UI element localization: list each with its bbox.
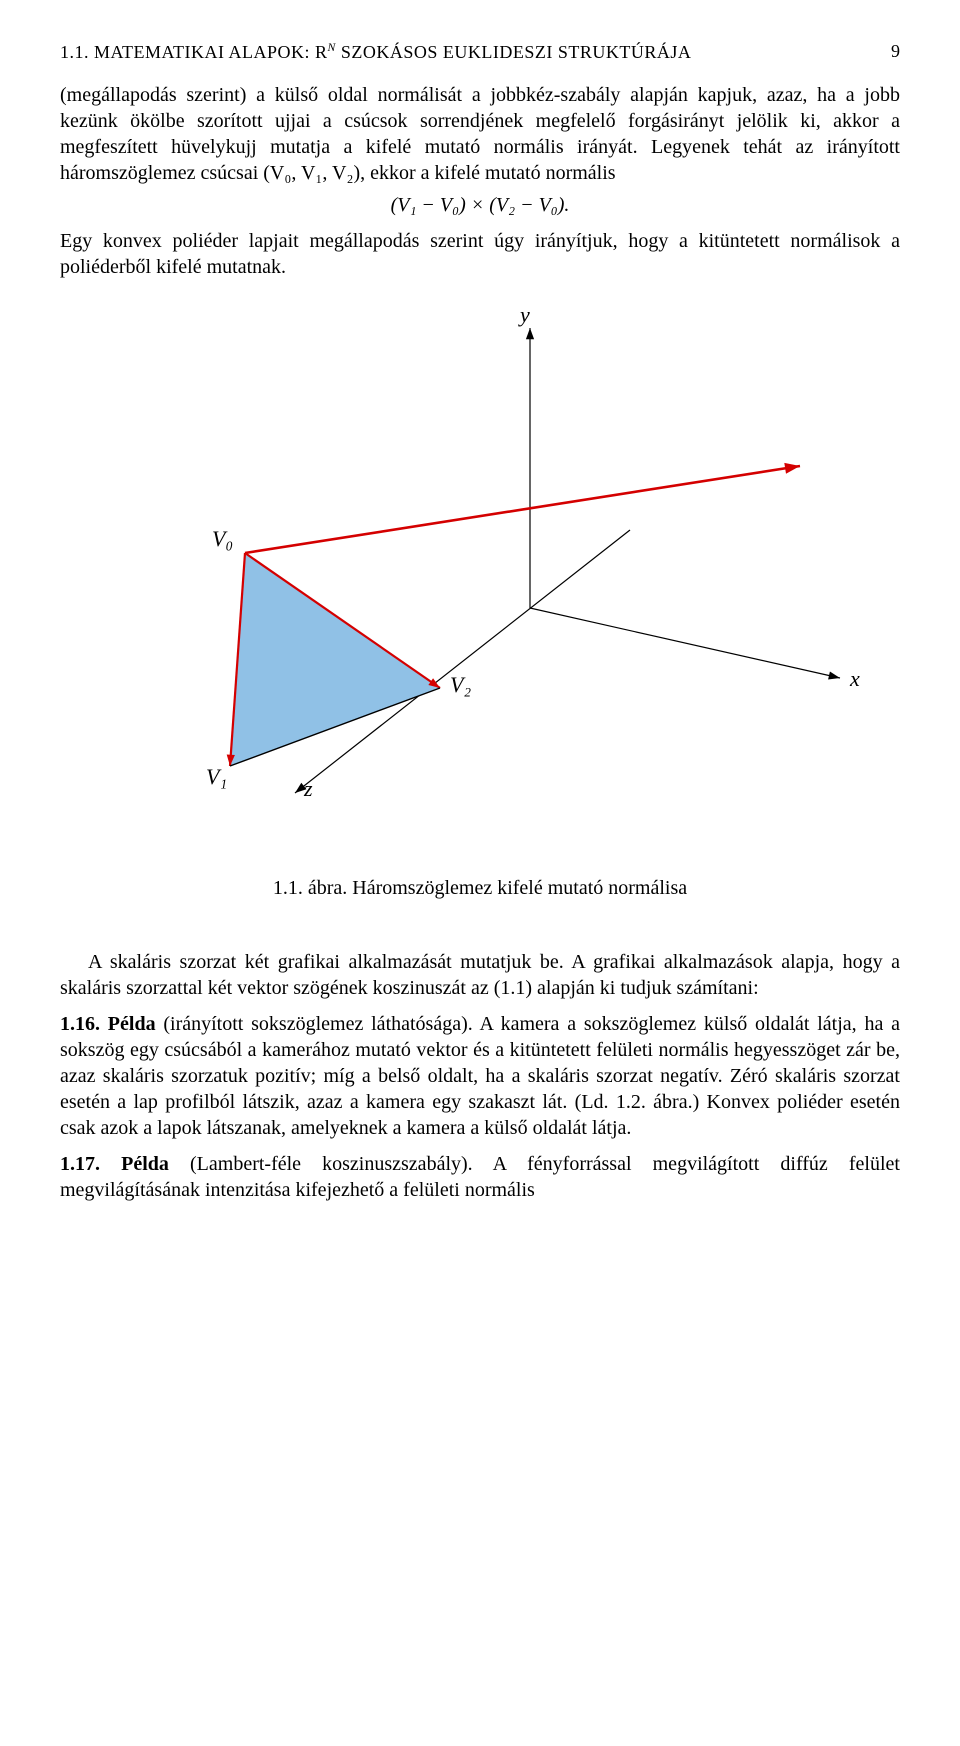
svg-text:z: z <box>303 776 313 801</box>
svg-text:x: x <box>849 666 860 691</box>
example-1-17-title: (Lambert-féle koszinuszszabály). <box>169 1153 493 1175</box>
figure-caption: 1.1. ábra. Háromszöglemez kifelé mutató … <box>60 875 900 901</box>
figure-1-1: x y z V₀ V₁ V₂ <box>60 298 900 865</box>
paragraph-2: Egy konvex poliéder lapjait megállapodás… <box>60 228 900 280</box>
paragraph-3: A skaláris szorzat két grafikai alkalmaz… <box>60 949 900 1001</box>
example-1-17-head: 1.17. Példa <box>60 1153 169 1175</box>
header-left-tail: SZOKÁSOS EUKLIDESZI STRUKTÚRÁJA <box>336 42 692 62</box>
example-1-16-title: (irányított sokszöglemez láthatósága). <box>156 1013 480 1035</box>
header-left-sup: N <box>328 41 336 54</box>
paragraph-1: (megállapodás szerint) a külső oldal nor… <box>60 82 900 186</box>
example-1-16-head: 1.16. Példa <box>60 1013 156 1035</box>
running-header-left: 1.1. MATEMATIKAI ALAPOK: RN SZOKÁSOS EUK… <box>60 40 691 64</box>
svg-text:y: y <box>518 302 530 327</box>
example-1-16: 1.16. Példa (irányított sokszöglemez lát… <box>60 1011 900 1141</box>
figure-svg: x y z V₀ V₁ V₂ <box>100 298 860 858</box>
running-header: 1.1. MATEMATIKAI ALAPOK: RN SZOKÁSOS EUK… <box>60 40 900 64</box>
svg-text:V₀: V₀ <box>212 526 233 551</box>
example-1-17: 1.17. Példa (Lambert-féle koszinuszszabá… <box>60 1151 900 1203</box>
svg-text:V₁: V₁ <box>206 764 227 789</box>
svg-text:V₂: V₂ <box>450 672 471 697</box>
page-number: 9 <box>891 40 900 64</box>
formula-cross-product: (V₁ − V₀) × (V₂ − V₀). <box>60 192 900 218</box>
header-left-a: 1.1. MATEMATIKAI ALAPOK: R <box>60 42 328 62</box>
